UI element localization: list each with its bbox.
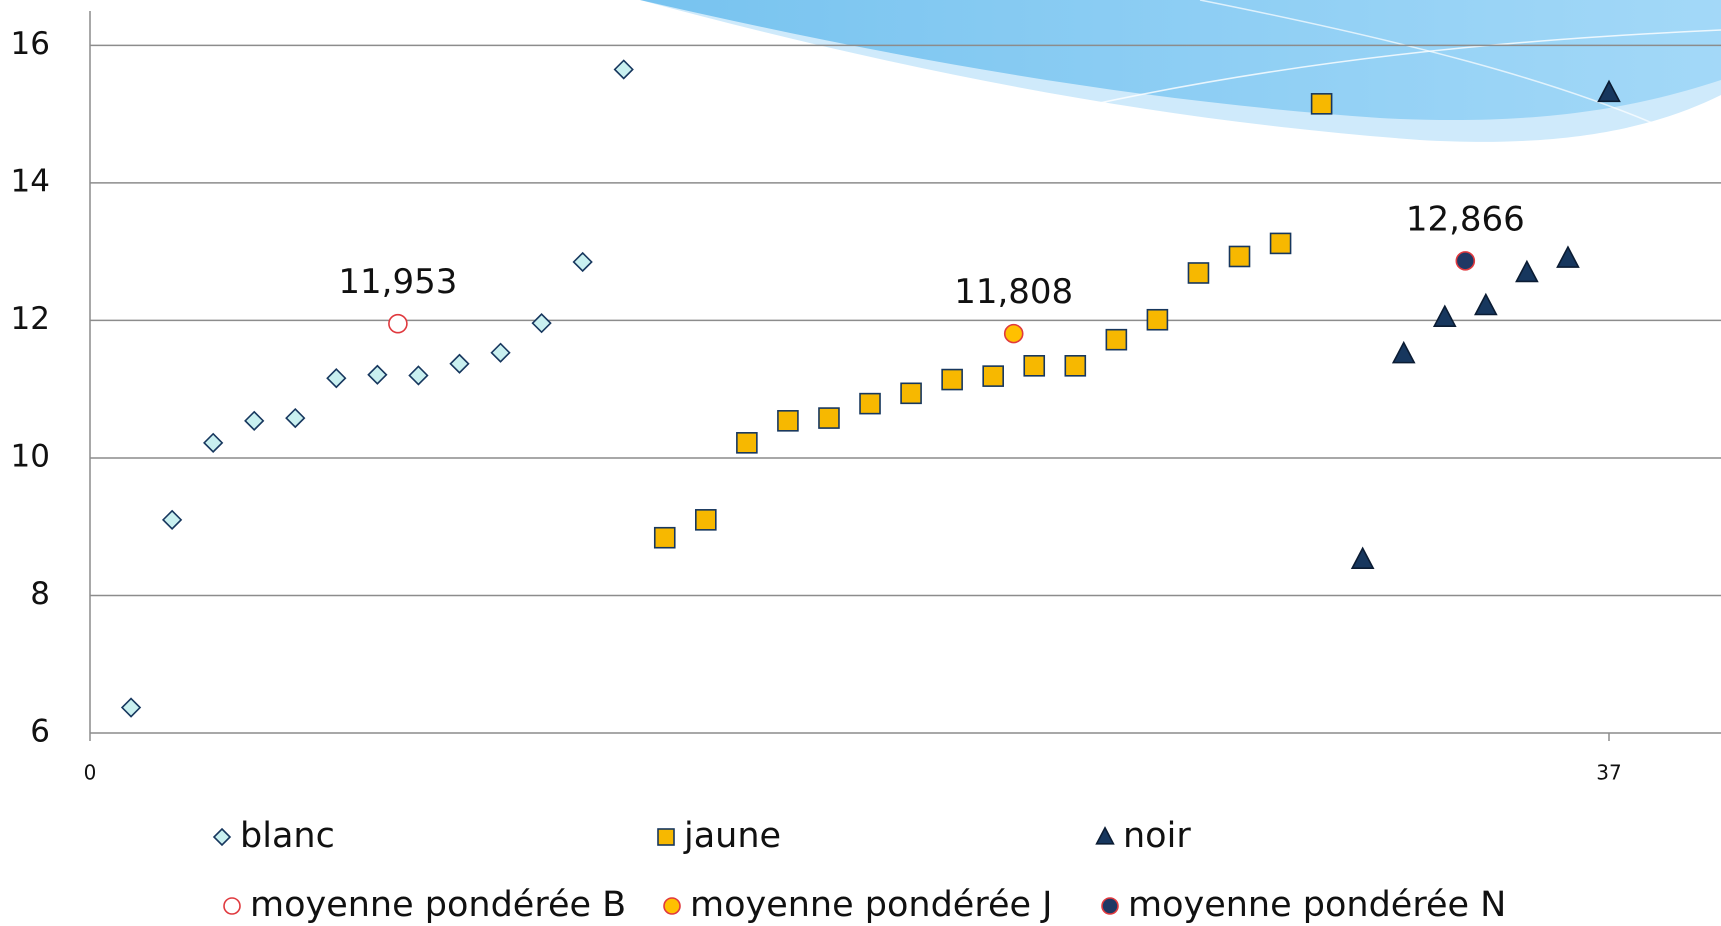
y-tick-label: 14: [11, 163, 50, 199]
point: [163, 511, 181, 529]
legend-marker: [658, 829, 674, 845]
point: [1475, 294, 1496, 314]
data-label: 12,866: [1406, 199, 1525, 239]
legend-marker: [664, 898, 680, 914]
point: [1434, 306, 1455, 326]
point: [696, 510, 716, 530]
point: [450, 355, 468, 373]
point: [819, 408, 839, 428]
y-tick-label: 12: [11, 301, 50, 337]
point: [1106, 330, 1126, 350]
legend-marker: [1102, 898, 1118, 914]
point: [1271, 233, 1291, 253]
point: [389, 315, 407, 333]
legend-label: moyenne pondérée B: [250, 885, 626, 925]
point: [1188, 263, 1208, 283]
point: [1065, 356, 1085, 376]
y-tick-label: 6: [30, 714, 50, 750]
background-wave: [640, 0, 1721, 142]
point: [1456, 252, 1474, 270]
point: [533, 314, 551, 332]
data-label: 11,953: [338, 262, 457, 302]
point: [409, 366, 427, 384]
x-tick-label: 37: [1596, 761, 1621, 785]
point: [1516, 261, 1537, 281]
point: [1005, 325, 1023, 343]
legend-label: blanc: [240, 816, 335, 856]
point: [737, 433, 757, 453]
y-tick-label: 10: [11, 438, 50, 474]
point: [1147, 310, 1167, 330]
point: [1312, 94, 1332, 114]
point: [1024, 356, 1044, 376]
point: [615, 60, 633, 78]
legend-marker: [214, 829, 230, 845]
point: [492, 344, 510, 362]
page: 6 8 10 12 14 16 0 37 11,953 11,808 12,866 blanc jaun…: [0, 0, 1721, 926]
point: [778, 411, 798, 431]
legend-marker: [1097, 828, 1114, 844]
point: [1352, 548, 1373, 568]
y-tick-label: 8: [30, 576, 50, 612]
point: [1393, 343, 1414, 363]
point: [1557, 247, 1578, 267]
data-label: 11,808: [954, 272, 1073, 312]
legend-label: noir: [1123, 816, 1191, 856]
point: [942, 370, 962, 390]
y-tick-label: 16: [11, 26, 50, 62]
point: [860, 394, 880, 414]
legend-marker: [224, 898, 240, 914]
legend-label: moyenne pondérée N: [1128, 885, 1506, 925]
legend-label: moyenne pondérée J: [690, 885, 1052, 925]
point: [368, 366, 386, 384]
point: [901, 383, 921, 403]
point: [574, 253, 592, 271]
x-tick-label: 0: [84, 761, 97, 785]
point: [245, 412, 263, 430]
point: [122, 699, 140, 717]
legend-label: jaune: [683, 816, 781, 856]
point: [286, 409, 304, 427]
point: [204, 434, 222, 452]
point: [983, 366, 1003, 386]
point: [1230, 246, 1250, 266]
chart: 6 8 10 12 14 16 0 37 11,953 11,808 12,866 blanc jaun…: [0, 0, 1721, 926]
point: [655, 528, 675, 548]
point: [327, 369, 345, 387]
